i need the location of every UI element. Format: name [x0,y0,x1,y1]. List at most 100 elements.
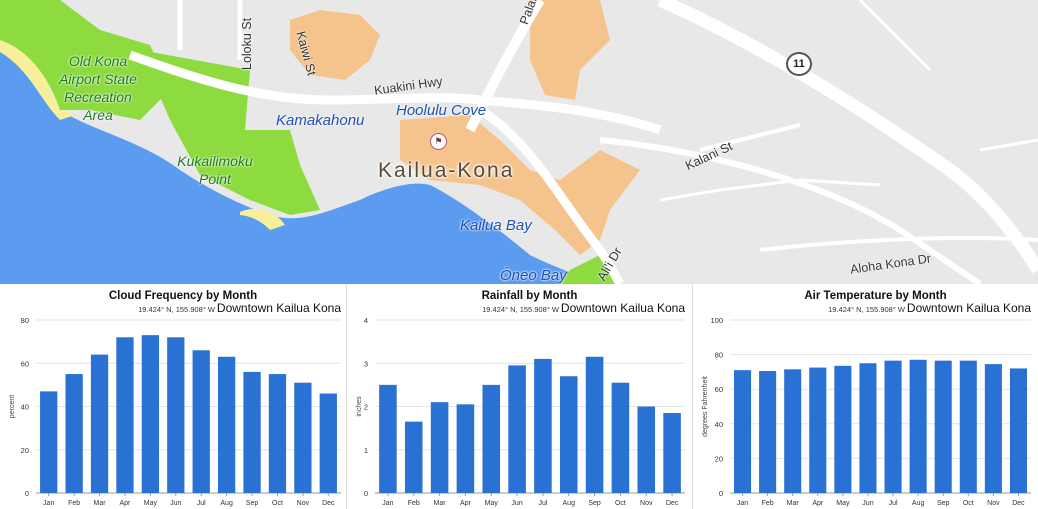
y-tick-label: 0 [364,489,368,498]
map[interactable]: Old Kona Airport State Recreation Area K… [0,0,1038,284]
road-palani [465,0,545,133]
bar [611,382,630,493]
x-tick-label: Nov [640,500,653,507]
poi-icon[interactable]: ⚑ [430,133,447,150]
bar [65,374,83,493]
x-tick-label: Jun [511,500,522,507]
chart-cloud-frequency: Cloud Frequency by Month 19.424° N, 155.9… [0,284,346,509]
x-tick-label: Jan [382,500,393,507]
road-secondary [699,123,801,152]
y-tick-label: 60 [21,359,29,368]
urban-area [530,0,610,100]
x-tick-label: Aug [220,500,233,507]
bar [959,360,977,493]
x-tick-label: Sep [588,500,601,507]
chart-location: Downtown Kailua Kona [217,301,341,315]
park-small [560,255,615,284]
road-aliidr [477,106,624,284]
park-label-text: Kukailimoku Point [177,153,253,187]
bar [759,371,777,493]
bar [379,384,397,493]
x-tick-label: Apr [812,500,824,507]
bar [430,402,449,493]
chart-coords: 19.424° N, 155.908° W [138,305,216,314]
x-tick-label: Oct [272,500,283,507]
chart-coords: 19.424° N, 155.908° W [828,305,906,314]
x-tick-label: Sep [937,500,950,507]
bar [268,374,287,493]
bar [192,350,210,493]
map-label-hoolulu-cove: Hoolulu Cove [396,102,487,119]
x-tick-label: Sep [246,500,259,507]
x-tick-label: Jun [170,500,181,507]
chart-location: Downtown Kailua Kona [561,301,685,315]
x-tick-label: Feb [68,500,80,507]
bar [141,335,160,493]
map-label-kamakahonu: Kamakahonu [276,112,365,129]
x-tick-label: Jan [737,500,748,507]
y-axis-label: percent [9,395,16,418]
x-tick-label: Mar [434,500,447,507]
chart-svg: Cloud Frequency by Month 19.424° N, 155.9… [9,290,341,507]
x-tick-label: May [485,500,499,507]
x-tick-label: Jul [889,500,898,507]
bar [585,356,604,493]
road-secondary [659,178,881,202]
bar [508,365,526,493]
bar [884,360,902,493]
x-tick-label: Mar [787,500,800,507]
ocean-bay [300,200,560,284]
park-label-text: Old Kona Airport State Recreation Area [59,53,137,123]
bar [559,376,578,493]
y-tick-label: 4 [364,316,368,325]
x-tick-label: May [836,500,850,507]
chart-divider [692,284,693,509]
x-tick-label: Nov [987,500,1000,507]
bar [984,364,1002,493]
x-tick-label: Aug [912,500,925,507]
bar [456,404,475,493]
chart-svg: Rainfall by Month 19.424° N, 155.908° W Do… [356,290,685,507]
y-tick-label: 20 [21,446,29,455]
chart-rainfall: Rainfall by Month 19.424° N, 155.908° W Do… [347,284,692,509]
chart-title: Cloud Frequency by Month [109,290,257,302]
x-tick-label: Dec [1012,500,1025,507]
y-tick-label: 80 [715,351,723,360]
road-secondary [599,137,982,284]
beach [240,208,285,230]
map-label-kailua-bay: Kailua Bay [460,217,532,234]
road-secondary [759,236,1038,252]
y-axis-label: inches [356,396,363,417]
map-base-layer [0,0,1038,284]
y-tick-label: 40 [715,420,723,429]
y-tick-label: 0 [719,489,723,498]
bar [734,370,752,493]
x-tick-label: Jan [43,500,54,507]
map-label-loloku-st: Loloku St [240,17,254,70]
park-old-kona [0,0,170,120]
route-shield-icon: 11 [786,52,812,76]
x-tick-label: Apr [120,500,132,507]
map-label-old-kona: Old Kona Airport State Recreation Area [48,52,148,124]
x-tick-label: Apr [460,500,472,507]
x-tick-label: May [144,500,158,507]
x-tick-label: Jul [538,500,547,507]
x-tick-label: Feb [762,500,774,507]
y-tick-label: 20 [715,454,723,463]
bar [243,371,261,493]
bar [167,337,185,493]
bar [809,367,827,493]
bar [637,406,656,493]
urban-area [290,10,380,80]
x-tick-label: Oct [963,500,974,507]
road-kuakini-hwy [128,50,662,135]
bar [663,412,681,493]
x-tick-label: Oct [615,500,626,507]
y-tick-label: 60 [715,385,723,394]
y-axis-label: degrees Fahrenheit [702,376,709,437]
park-kukailimoku [170,120,320,215]
bar [319,393,337,493]
chart-coords: 19.424° N, 155.908° W [482,305,560,314]
x-tick-label: Feb [408,500,420,507]
bar [116,337,134,493]
